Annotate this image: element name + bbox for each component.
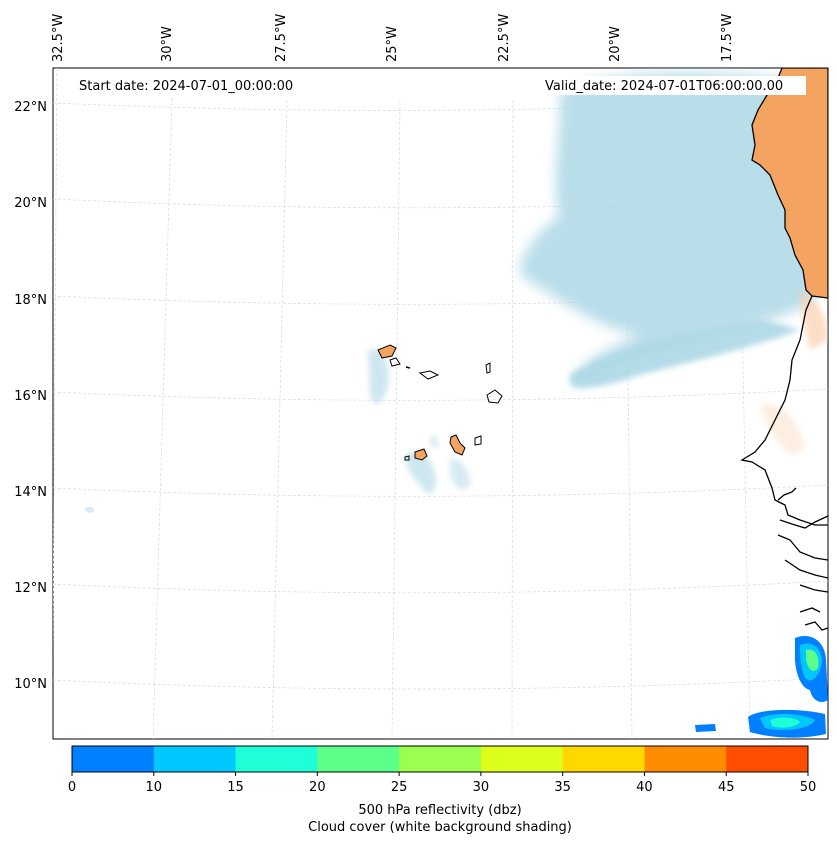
lon-label: 20°W [608, 26, 623, 62]
colorbar-tick-label: 45 [718, 780, 735, 795]
colorbar-label: 500 hPa reflectivity (dbz) [358, 803, 521, 818]
colorbar-sublabel: Cloud cover (white background shading) [308, 820, 572, 835]
colorbar-tick-label: 30 [473, 780, 490, 795]
colorbar-segment [399, 746, 482, 772]
colorbar-segment [480, 746, 564, 772]
lat-label: 16°N [14, 389, 47, 404]
lon-label: 25°W [385, 26, 400, 62]
colorbar-segment [317, 746, 400, 772]
lat-label: 12°N [14, 581, 47, 596]
lat-label: 10°N [14, 677, 47, 692]
lat-label: 14°N [14, 485, 47, 500]
lon-label: 22.5°W [497, 14, 512, 62]
reflectivity-patches [695, 636, 828, 738]
colorbar-tick-label: 20 [309, 780, 326, 795]
colorbar-outline [71, 745, 809, 773]
colorbar-tick-label: 40 [636, 780, 653, 795]
lon-label: 32.5°W [51, 14, 66, 62]
lat-label: 20°N [14, 196, 47, 211]
colorbar-tick-label: 15 [227, 780, 244, 795]
land-areas [377, 68, 828, 461]
lat-label: 22°N [14, 100, 47, 115]
colorbar-segment [72, 746, 155, 772]
lon-label: 27.5°W [274, 14, 289, 62]
colorbar-segment [644, 746, 727, 772]
start-date-box [74, 76, 314, 95]
lon-label: 30°W [160, 26, 175, 62]
colorbar: 0 10 15 20 25 30 35 40 45 50 [68, 745, 817, 795]
lat-label: 18°N [14, 293, 47, 308]
colorbar-segment [153, 746, 237, 772]
colorbar-tick-label: 35 [554, 780, 571, 795]
colorbar-tick-label: 25 [391, 780, 408, 795]
lon-label: 17.5°W [720, 14, 735, 62]
valid-date-box [540, 76, 806, 95]
valid-date-label: Valid_date: 2024-07-01T06:00:00.00 [545, 79, 783, 94]
colorbar-segment [562, 746, 645, 772]
colorbar-tick-label: 0 [68, 780, 76, 795]
coastlines [389, 295, 828, 631]
start-date-label: Start date: 2024-07-01_00:00:00 [79, 79, 293, 94]
colorbar-segment [726, 746, 809, 772]
graticule [53, 68, 828, 739]
colorbar-tick-label: 10 [146, 780, 163, 795]
colorbar-tick-label: 50 [800, 780, 817, 795]
cloud-cover-shading [85, 72, 828, 513]
colorbar-segment [235, 746, 318, 772]
